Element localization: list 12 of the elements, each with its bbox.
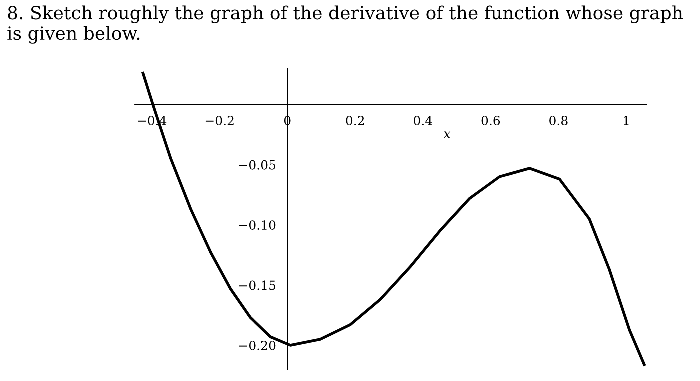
x-tick-label: 0.2 xyxy=(346,116,364,126)
y-tick-label: −0.20 xyxy=(240,340,276,350)
x-tick-label: 1 xyxy=(624,116,629,126)
x-tick-label: 0.6 xyxy=(482,116,500,126)
x-tick-label: 0.8 xyxy=(550,116,568,126)
y-tick-label: −0.15 xyxy=(240,280,276,290)
y-tick-label: −0.10 xyxy=(240,220,276,230)
y-tick-label: −0.05 xyxy=(240,160,276,170)
x-axis-title: x xyxy=(444,132,451,138)
x-tick-label: −0.2 xyxy=(206,116,234,126)
chart-title: 8. Sketch roughly the graph of the derivative of the function whose graph is given below. xyxy=(8,6,683,44)
x-tick-label: 0.4 xyxy=(414,116,432,126)
